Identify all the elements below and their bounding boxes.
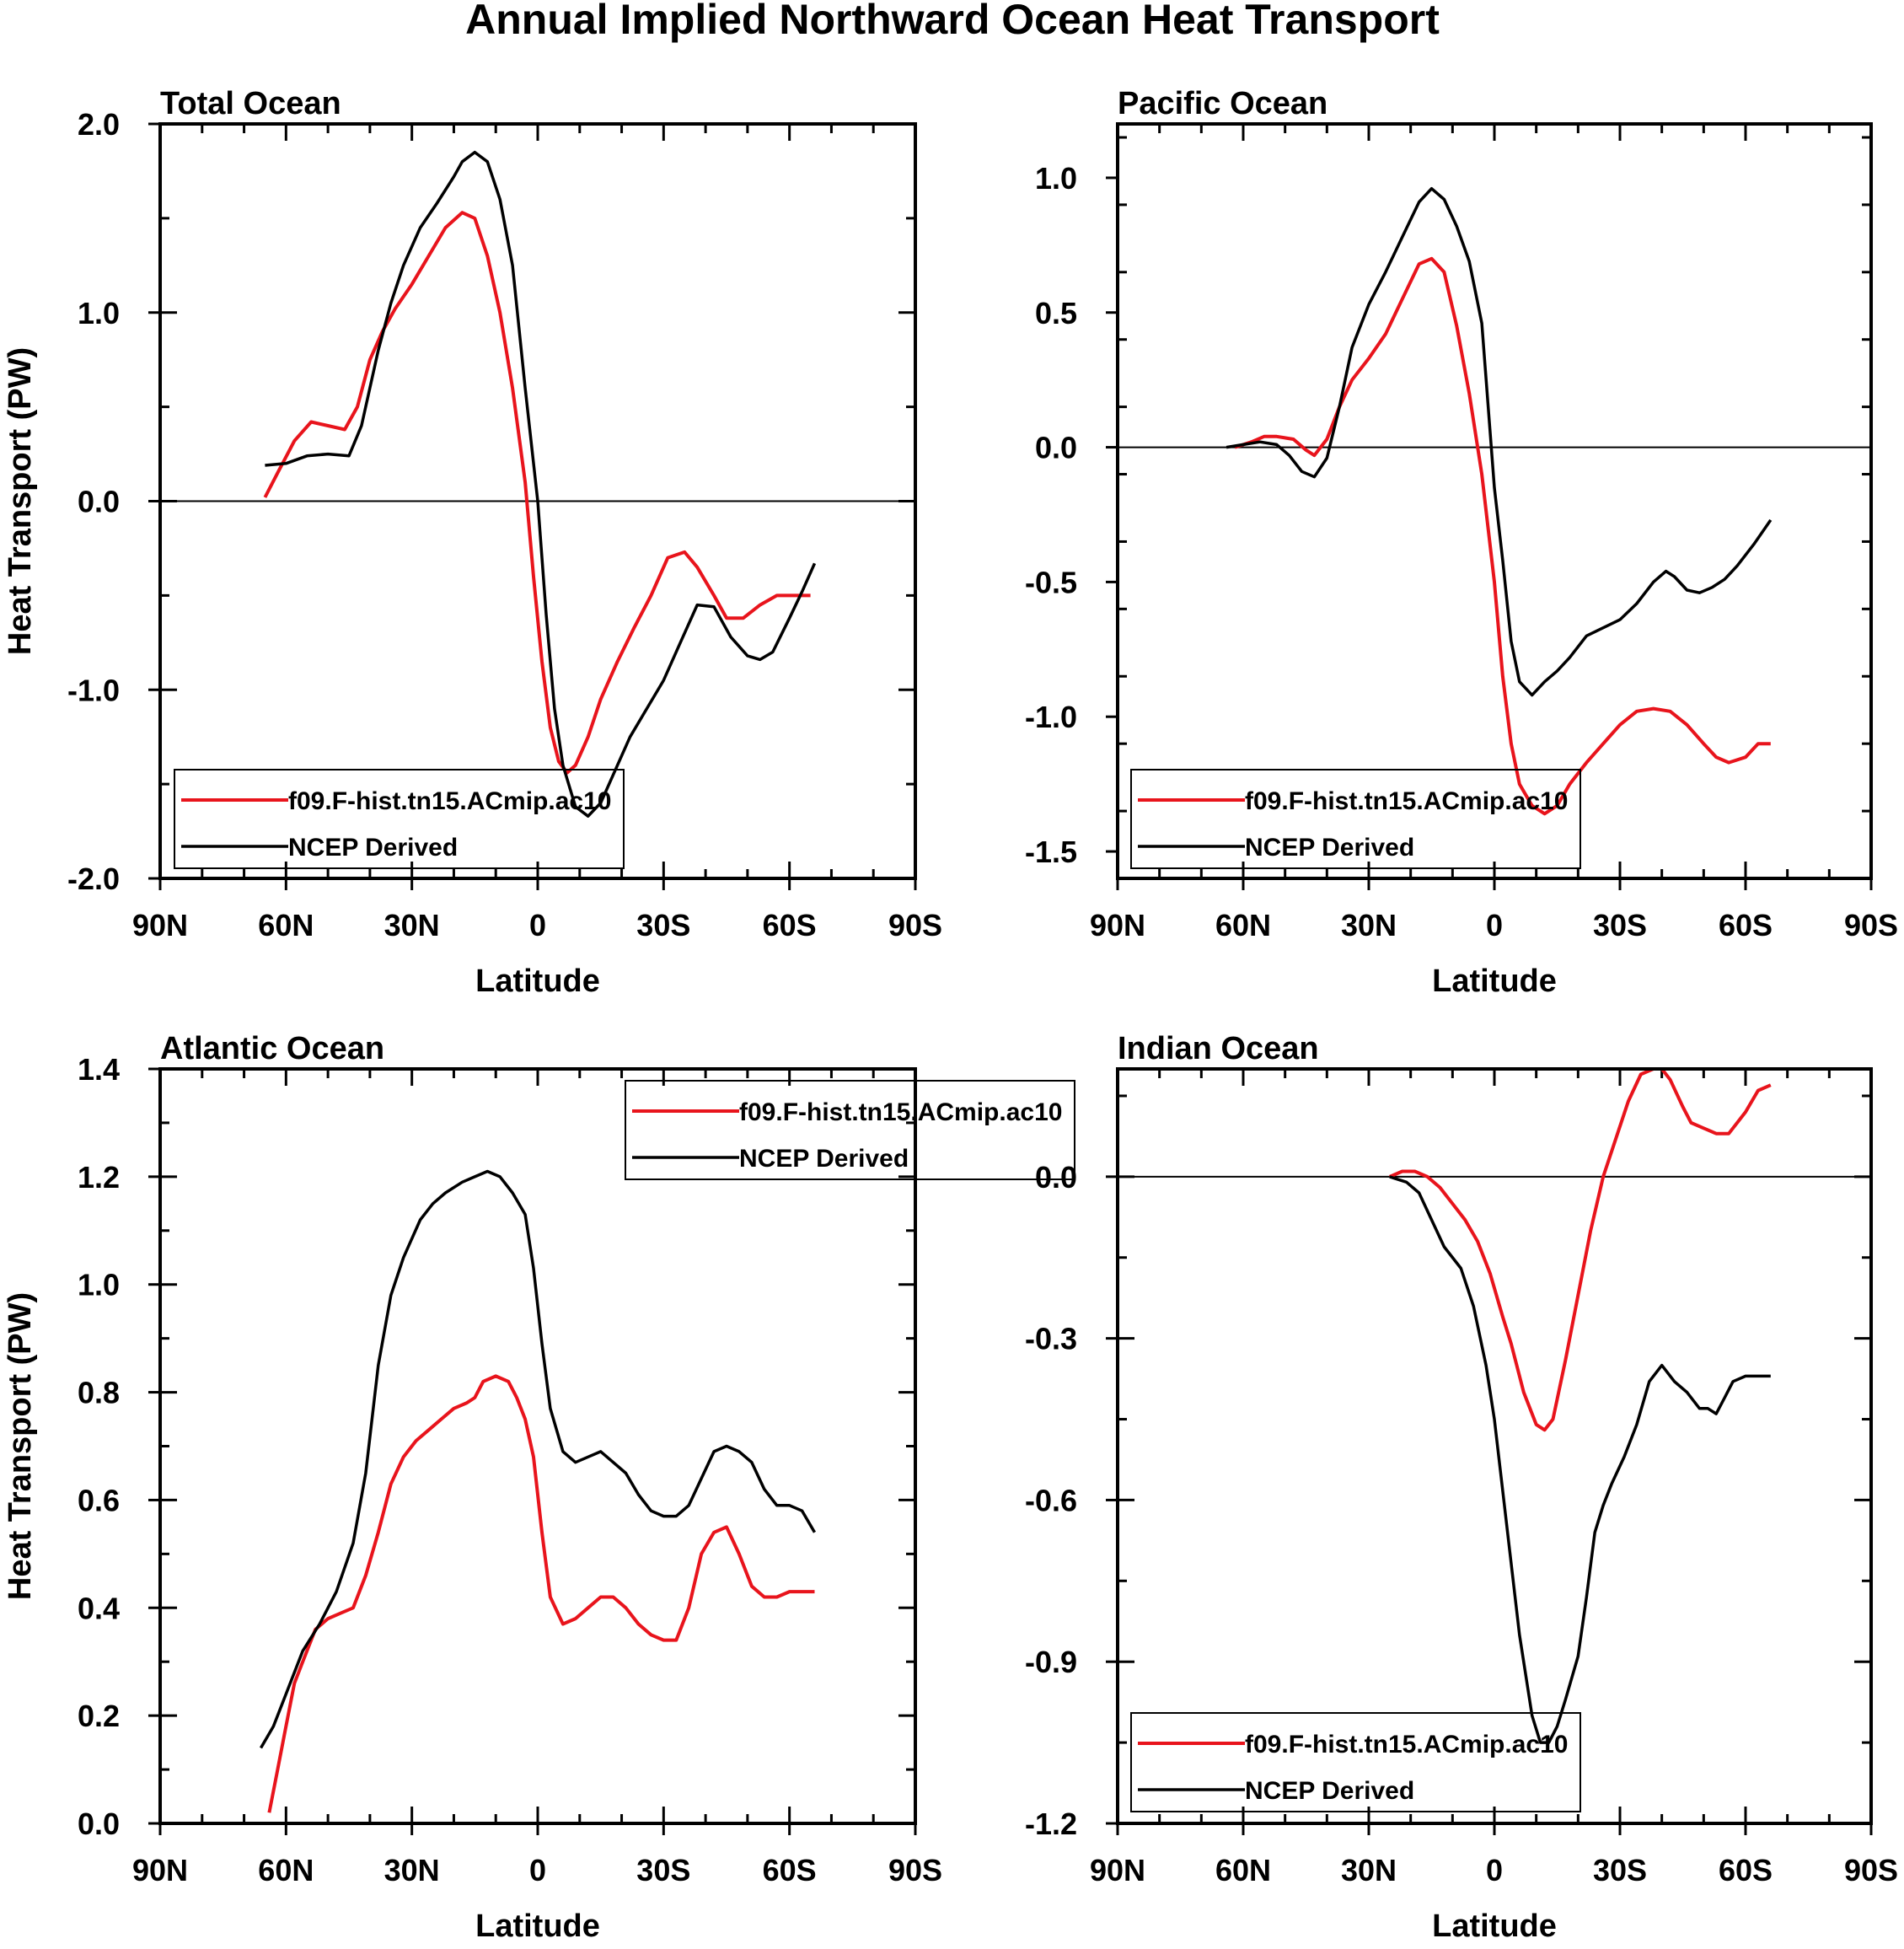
- y-tick-label: 1.0: [78, 1268, 120, 1302]
- legend: f09.F-hist.tn15.ACmip.ac10 NCEP Derived: [1130, 769, 1581, 869]
- series-line-ncep: [259, 1169, 817, 1749]
- y-tick-label: -1.0: [1025, 700, 1077, 734]
- y-tick-label: -0.3: [1025, 1322, 1077, 1356]
- x-tick-label: 30N: [384, 908, 440, 942]
- y-tick-label: 0.0: [78, 485, 120, 519]
- x-tick-label: 90S: [888, 908, 942, 942]
- y-tick-label: 1.0: [1035, 161, 1077, 196]
- panel-pacific-ocean: Pacific Ocean 90N 60N 30N 0 30S 60S 90S -1.5 -1.0…: [1025, 86, 1898, 999]
- y-tick-label: 0.6: [78, 1483, 120, 1517]
- series-line-ncep: [265, 150, 817, 818]
- y-tick-label: 1.0: [78, 296, 120, 330]
- x-tick-label: 60S: [1719, 1853, 1773, 1887]
- x-tick-label: 90S: [1844, 908, 1898, 942]
- panel-title: Atlantic Ocean: [160, 1031, 384, 1066]
- legend-box: [1130, 769, 1581, 869]
- y-tick-label: -2.0: [67, 862, 120, 896]
- y-tick-label: 2.0: [78, 107, 120, 142]
- panel-atlantic-ocean: Atlantic Ocean 90N 60N 30N 0 30S 60S 90S 0.0 0.2 0…: [3, 1031, 1075, 1944]
- x-tick-label: 60S: [763, 1853, 817, 1887]
- legend-label: f09.F-hist.tn15.ACmip.ac10: [739, 1098, 1062, 1126]
- legend-label: f09.F-hist.tn15.ACmip.ac10: [1245, 1731, 1568, 1758]
- x-tick-label: 30N: [384, 1853, 440, 1887]
- y-tick-label: 0.8: [78, 1376, 120, 1410]
- legend: f09.F-hist.tn15.ACmip.ac10 NCEP Derived: [625, 1080, 1075, 1180]
- x-tick-label: 0: [1486, 908, 1503, 942]
- series-line-model: [263, 211, 811, 775]
- legend-label: NCEP Derived: [1245, 834, 1414, 862]
- x-tick-label: 0: [529, 908, 546, 942]
- x-axis-title: Latitude: [475, 964, 600, 999]
- x-tick-label: 60N: [258, 1853, 314, 1887]
- y-tick-label: 1.2: [78, 1160, 120, 1195]
- x-tick-label: 90S: [888, 1853, 942, 1887]
- plot-frame: [158, 122, 917, 880]
- series-line-model: [1389, 1067, 1772, 1432]
- y-tick-label: -0.6: [1025, 1483, 1077, 1517]
- x-tick-label: 30S: [1593, 908, 1647, 942]
- x-tick-label: 90N: [132, 1853, 188, 1887]
- legend-box: [1130, 1712, 1581, 1812]
- y-tick-label: -1.0: [67, 673, 120, 707]
- legend-box: [174, 769, 625, 869]
- legend: f09.F-hist.tn15.ACmip.ac10 NCEP Derived: [174, 769, 625, 869]
- y-tick-label: 0.0: [1035, 1160, 1077, 1195]
- x-tick-label: 90S: [1844, 1853, 1898, 1887]
- legend-label: NCEP Derived: [739, 1145, 909, 1173]
- x-tick-label: 60N: [1215, 908, 1271, 942]
- x-tick-label: 30S: [636, 1853, 690, 1887]
- x-tick-label: 60S: [1719, 908, 1773, 942]
- x-tick-label: 60S: [763, 908, 817, 942]
- series-line-model: [1234, 256, 1771, 816]
- x-tick-label: 60N: [258, 908, 314, 942]
- x-tick-label: 30N: [1341, 1853, 1397, 1887]
- x-axis-title: Latitude: [1432, 964, 1557, 999]
- y-tick-label: -0.9: [1025, 1645, 1077, 1679]
- plot-frame: [1116, 122, 1873, 880]
- x-tick-label: 30N: [1341, 908, 1397, 942]
- panel-title: Total Ocean: [160, 86, 341, 121]
- series-line-ncep: [1226, 186, 1773, 697]
- panel-title: Indian Ocean: [1118, 1031, 1319, 1066]
- legend-box: [625, 1080, 1075, 1180]
- x-tick-label: 60N: [1215, 1853, 1271, 1887]
- y-tick-label: -1.5: [1025, 835, 1077, 869]
- y-tick-label: 0.2: [78, 1699, 120, 1733]
- y-tick-label: -1.2: [1025, 1807, 1077, 1841]
- x-axis-title: Latitude: [475, 1909, 600, 1944]
- legend-label: f09.F-hist.tn15.ACmip.ac10: [288, 787, 611, 815]
- y-tick-label: 0.0: [1035, 431, 1077, 465]
- x-axis-title: Latitude: [1432, 1909, 1557, 1944]
- x-tick-label: 0: [1486, 1853, 1503, 1887]
- y-tick-label: 0.5: [1035, 296, 1077, 330]
- series-line-ncep: [1389, 1175, 1771, 1744]
- y-tick-label: 0.0: [78, 1807, 120, 1841]
- legend-label: NCEP Derived: [288, 834, 458, 862]
- legend-label: f09.F-hist.tn15.ACmip.ac10: [1245, 787, 1568, 815]
- panel-indian-ocean: Indian Ocean 90N 60N 30N 0 30S 60S 90S -1.2 -0.9 -…: [1025, 1031, 1898, 1944]
- plot-frame: [1116, 1067, 1873, 1825]
- x-tick-label: 30S: [1593, 1853, 1647, 1887]
- y-tick-label: -0.5: [1025, 565, 1077, 599]
- y-axis-title: Heat Transport (PW): [3, 347, 38, 655]
- legend: f09.F-hist.tn15.ACmip.ac10 NCEP Derived: [1130, 1712, 1581, 1812]
- x-tick-label: 0: [529, 1853, 546, 1887]
- series-line-model: [267, 1374, 815, 1813]
- x-tick-label: 30S: [636, 908, 690, 942]
- y-tick-label: 0.4: [78, 1591, 120, 1625]
- panel-title: Pacific Ocean: [1118, 86, 1327, 121]
- x-tick-label: 90N: [1090, 908, 1145, 942]
- panel-total-ocean: Total Ocean 90N 60N 30N 0 30S 60S 90S -2.0 -1.0 0.…: [3, 86, 942, 999]
- y-tick-label: 1.4: [78, 1052, 120, 1087]
- x-tick-label: 90N: [132, 908, 188, 942]
- y-axis-title: Heat Transport (PW): [3, 1292, 38, 1600]
- legend-label: NCEP Derived: [1245, 1777, 1414, 1805]
- plot-frame: [158, 1067, 917, 1825]
- x-tick-label: 90N: [1090, 1853, 1145, 1887]
- figure-title: Annual Implied Northward Ocean Heat Tran…: [465, 0, 1440, 43]
